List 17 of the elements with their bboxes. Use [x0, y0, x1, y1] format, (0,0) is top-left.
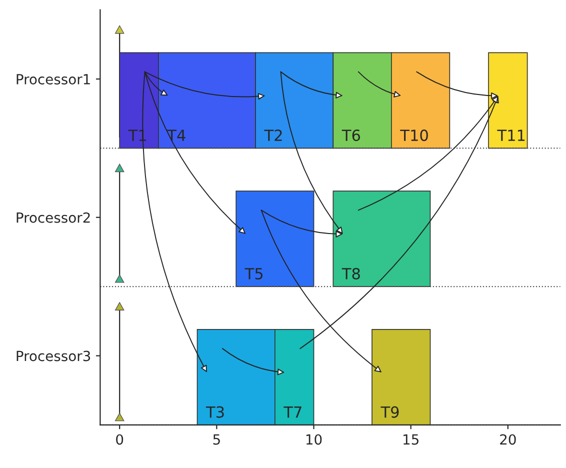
y-tick-label: Processor1 — [16, 74, 90, 84]
x-tick-label: 0 — [116, 434, 124, 445]
y-tick-label: Processor2 — [16, 212, 90, 223]
series-label: T11 — [497, 130, 525, 141]
series-label: T6 — [342, 130, 360, 142]
x-tick-label: 5 — [213, 434, 220, 445]
series-label: T3 — [206, 406, 224, 418]
series-label: T8 — [342, 268, 360, 280]
x-tick-label: 15 — [404, 434, 418, 445]
series-label: T7 — [284, 406, 302, 418]
series-label: T9 — [380, 406, 399, 418]
series-label: T10 — [400, 130, 428, 142]
series-label: T5 — [244, 268, 263, 280]
series-label: T2 — [264, 130, 282, 141]
x-tick-label: 10 — [306, 434, 322, 445]
x-tick-label: 20 — [500, 434, 516, 445]
y-tick-label: Processor3 — [16, 350, 90, 362]
